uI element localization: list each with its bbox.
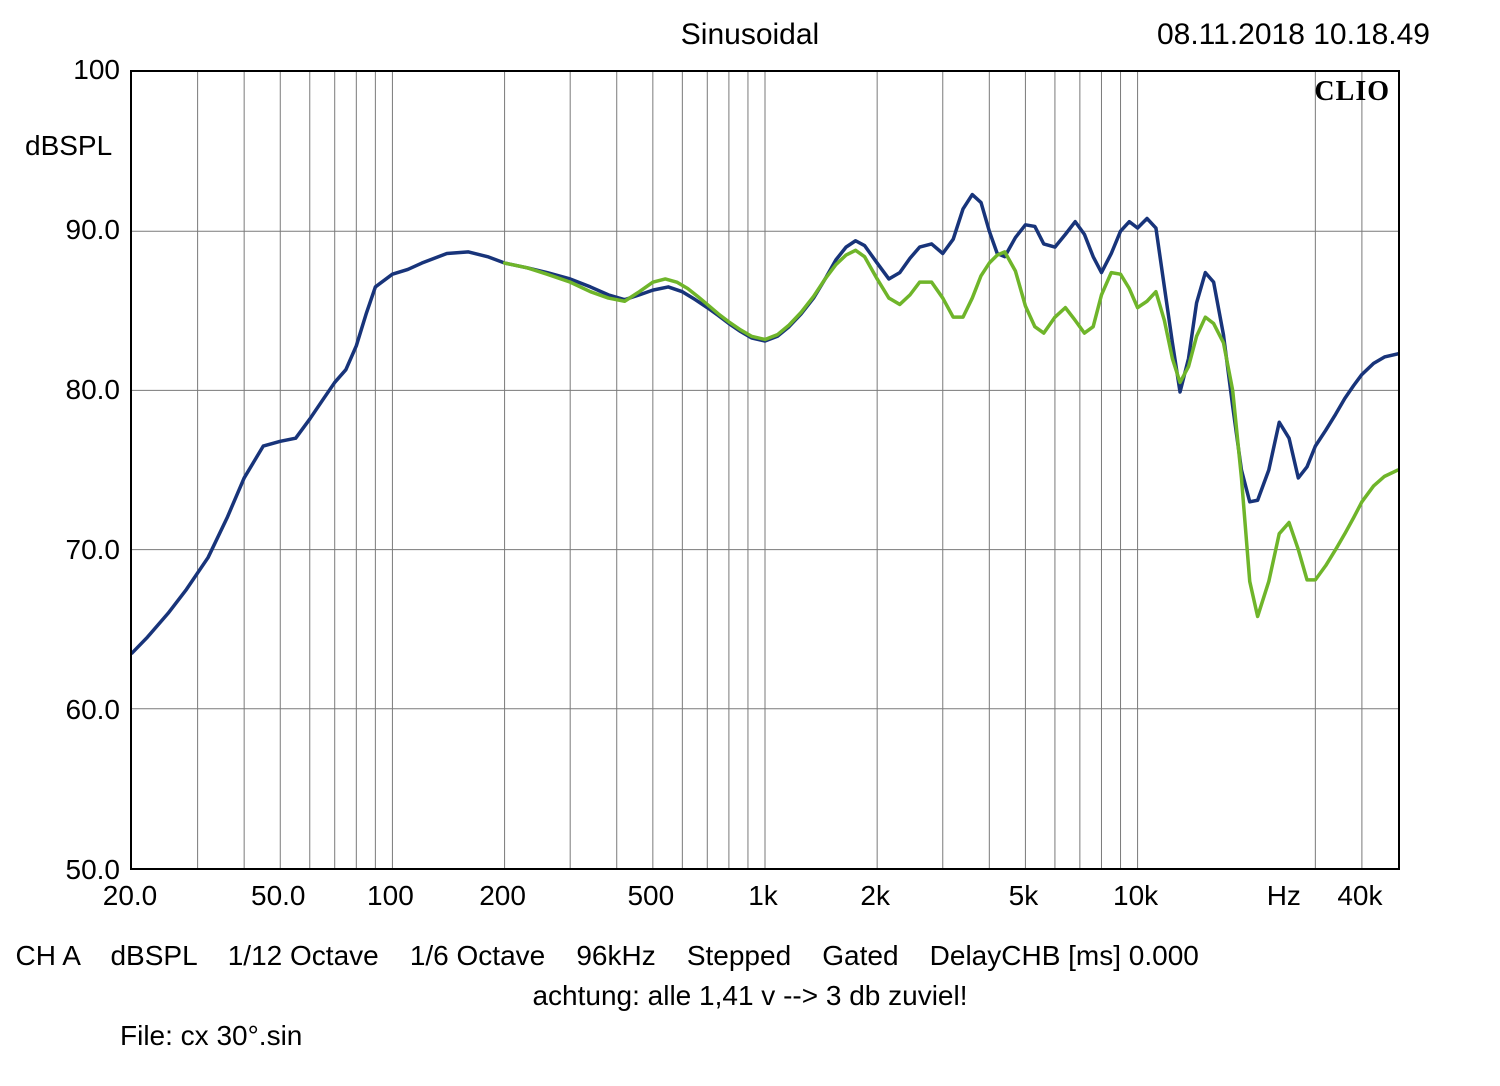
x-tick-100: 100 [367, 880, 414, 912]
chart-svg [132, 72, 1398, 868]
page-root: Sinusoidal 08.11.2018 10.18.49 100 dBSPL… [0, 0, 1500, 1086]
x-tick-10k: 10k [1113, 880, 1158, 912]
y-tick-80: 80.0 [50, 374, 120, 406]
x-axis-unit: Hz [1267, 880, 1301, 912]
x-tick-500: 500 [627, 880, 674, 912]
footer-measurement-params: CH A dBSPL 1/12 Octave 1/6 Octave 96kHz … [0, 940, 1500, 972]
x-tick-20: 20.0 [103, 880, 158, 912]
x-tick-1k: 1k [748, 880, 778, 912]
y-tick-60: 60.0 [50, 694, 120, 726]
x-tick-40k: 40k [1337, 880, 1382, 912]
footer-filename: File: cx 30°.sin [120, 1020, 302, 1052]
x-tick-200: 200 [479, 880, 526, 912]
y-axis-unit: dBSPL [25, 130, 112, 162]
y-tick-100: 100 [50, 54, 120, 86]
x-tick-2k: 2k [860, 880, 890, 912]
x-tick-5k: 5k [1009, 880, 1039, 912]
y-tick-90: 90.0 [50, 214, 120, 246]
x-tick-50: 50.0 [251, 880, 306, 912]
chart-timestamp: 08.11.2018 10.18.49 [1157, 18, 1430, 52]
footer-warning: achtung: alle 1,41 v --> 3 db zuviel! [0, 980, 1500, 1012]
y-tick-70: 70.0 [50, 534, 120, 566]
clio-watermark: CLIO [1314, 76, 1390, 108]
series-CH-A-30° [505, 250, 1398, 616]
plot-area: CLIO [130, 70, 1400, 870]
